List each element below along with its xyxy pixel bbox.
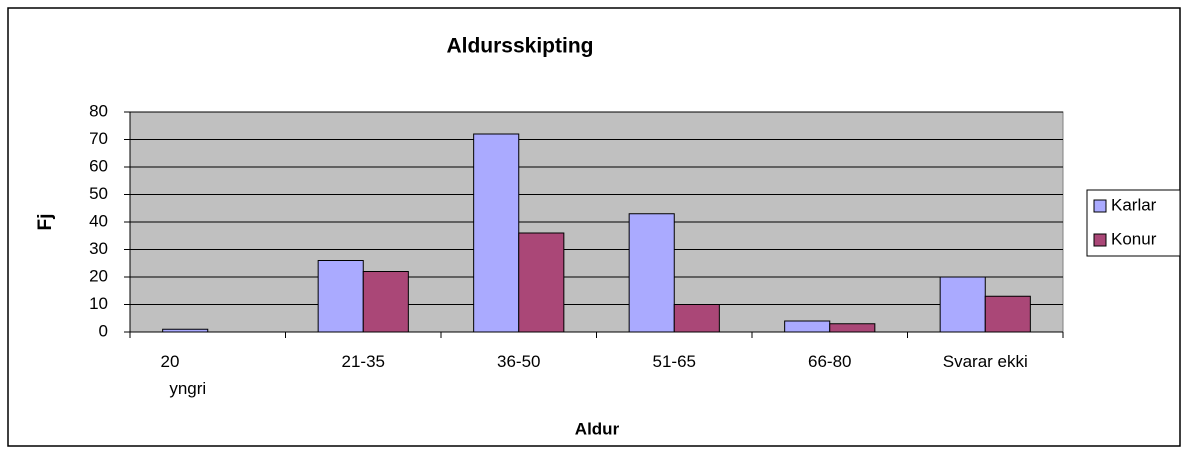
legend-swatch: [1093, 199, 1107, 213]
y-tick-label: 50: [89, 184, 108, 203]
bar: [784, 320, 831, 333]
bar: [317, 260, 364, 333]
bar: [473, 133, 520, 333]
bar: [984, 295, 1031, 333]
y-tick-label: 80: [89, 101, 108, 120]
y-tick-label: 70: [89, 129, 108, 148]
bar: [673, 304, 720, 333]
y-tick-label: 30: [89, 239, 108, 258]
chart-title: Aldursskipting: [446, 35, 593, 58]
y-tick-label: 0: [99, 321, 108, 340]
bar: [939, 276, 986, 333]
bar: [829, 323, 876, 333]
x-tick-label: Svarar ekki: [943, 352, 1028, 371]
x-axis-label: Aldur: [575, 419, 620, 438]
x-tick-label: 51-65: [653, 352, 696, 371]
legend-label: Konur: [1111, 229, 1157, 248]
y-tick-label: 20: [89, 266, 108, 285]
y-axis-label: Fj: [35, 214, 56, 231]
bar: [518, 232, 565, 333]
legend-label: Karlar: [1111, 195, 1157, 214]
x-tick-label: 66-80: [808, 352, 851, 371]
y-tick-label: 10: [89, 294, 108, 313]
legend-swatch: [1093, 233, 1107, 247]
y-tick-label: 40: [89, 211, 108, 230]
x-tick-label: 36-50: [497, 352, 540, 371]
bar: [362, 271, 409, 333]
y-tick-label: 60: [89, 156, 108, 175]
x-tick-label: 21-35: [342, 352, 385, 371]
bar: [162, 328, 209, 333]
x-tick-label: 20 yngri: [161, 352, 207, 398]
bar: [628, 213, 675, 333]
